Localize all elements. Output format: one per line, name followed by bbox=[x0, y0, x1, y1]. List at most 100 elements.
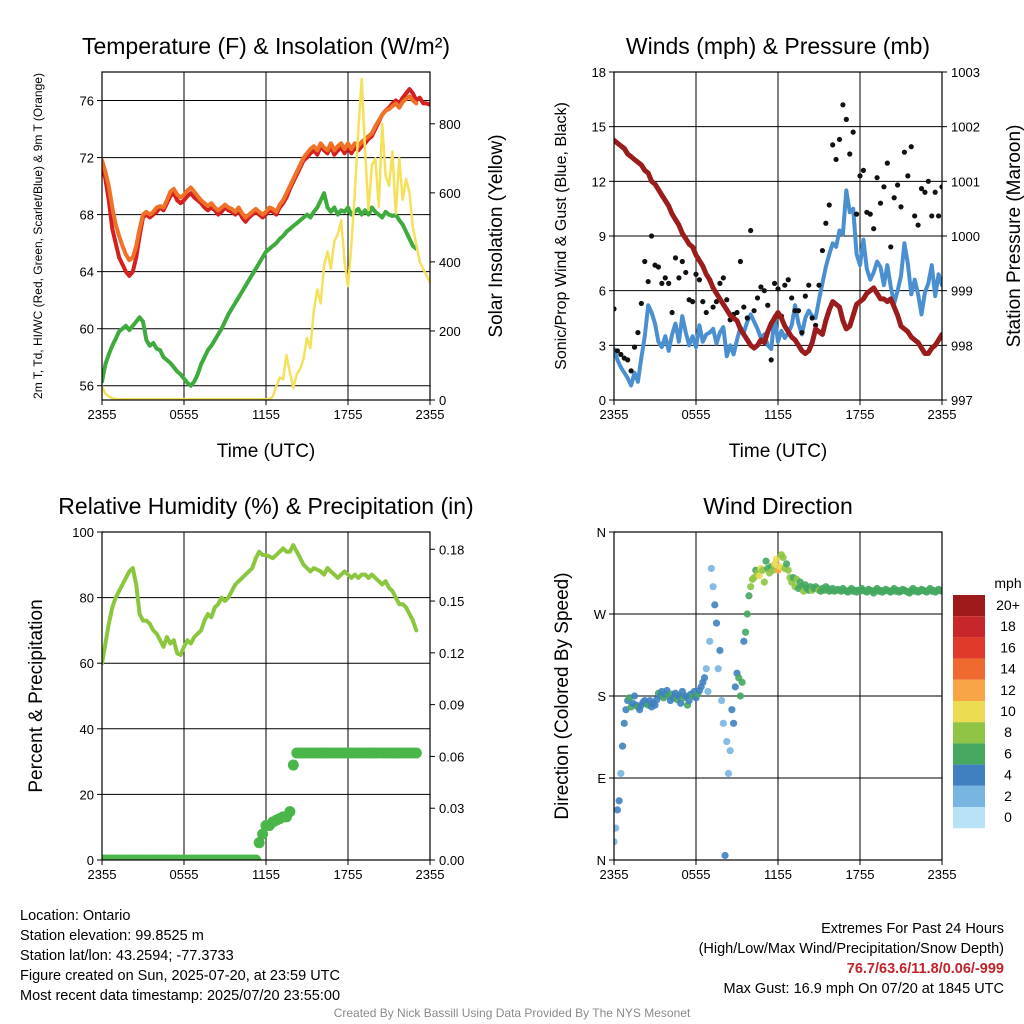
x-tick-label: 2355 bbox=[928, 867, 957, 882]
data-point bbox=[888, 244, 894, 250]
data-point bbox=[635, 329, 641, 336]
data-point bbox=[775, 286, 781, 292]
data-point bbox=[881, 184, 887, 190]
y-right-tick-label: 0.06 bbox=[439, 749, 464, 764]
series-line bbox=[102, 94, 419, 263]
data-point bbox=[625, 357, 631, 363]
y-tick-label: 18 bbox=[592, 65, 606, 80]
direction-point bbox=[731, 683, 739, 691]
direction-point bbox=[706, 637, 714, 645]
y-tick-label: W bbox=[594, 607, 607, 622]
y-right-tick-label: 0.00 bbox=[439, 853, 464, 868]
y-right-tick-label: 997 bbox=[951, 393, 973, 408]
max-gust-text: Max Gust: 16.9 mph On 07/20 at 1845 UTC bbox=[723, 981, 1004, 997]
direction-point bbox=[728, 706, 736, 714]
data-point bbox=[809, 315, 815, 321]
direction-point bbox=[772, 555, 780, 563]
data-point bbox=[284, 806, 296, 818]
data-point bbox=[628, 368, 634, 374]
data-point bbox=[935, 213, 942, 219]
data-point bbox=[676, 275, 682, 281]
data-point bbox=[751, 308, 757, 314]
y-tick-label: N bbox=[597, 853, 606, 868]
x-tick-label: 1155 bbox=[252, 867, 280, 882]
data-point bbox=[812, 322, 819, 328]
data-point bbox=[771, 280, 778, 286]
data-point bbox=[795, 308, 802, 314]
legend-swatch bbox=[953, 679, 985, 701]
data-point bbox=[748, 227, 754, 234]
data-point bbox=[741, 304, 747, 310]
direction-point bbox=[743, 610, 751, 618]
x-tick-label: 1155 bbox=[764, 867, 792, 882]
legend-swatch bbox=[953, 616, 985, 638]
station-info: Location: Ontario Station elevation: 99.… bbox=[20, 906, 340, 1006]
direction-point bbox=[712, 619, 721, 627]
y-tick-label: 72 bbox=[80, 151, 94, 166]
direction-point bbox=[707, 564, 715, 573]
data-point bbox=[891, 195, 897, 201]
data-point bbox=[840, 102, 846, 108]
chart-panel-0: 2355 0555 1155 1755 2355 56 60 64 68 72 76 0 200 400 6… bbox=[31, 33, 507, 462]
y-right-tick-label: 800 bbox=[439, 117, 461, 132]
recent-data-text: Most recent data timestamp: 2025/07/20 2… bbox=[20, 988, 341, 1004]
data-point bbox=[689, 299, 696, 305]
direction-point bbox=[614, 806, 622, 814]
y-tick-label: 40 bbox=[80, 722, 94, 737]
direction-point bbox=[726, 747, 734, 755]
y-tick-label: 60 bbox=[80, 322, 94, 337]
y-right-axis-label: Solar Insolation (Yellow) bbox=[486, 134, 507, 337]
direction-point bbox=[762, 557, 770, 565]
data-point bbox=[253, 837, 265, 849]
direction-point bbox=[714, 665, 722, 673]
legend-swatch bbox=[953, 722, 985, 744]
data-point bbox=[631, 344, 638, 350]
data-point bbox=[877, 200, 884, 206]
series-layer bbox=[102, 77, 430, 400]
extremes-title: Extremes For Past 24 Hours bbox=[821, 921, 1004, 937]
y-tick-label: 3 bbox=[599, 338, 606, 353]
y-axis-label: Sonic/Prop Wind & Gust (Blue, Black) bbox=[553, 102, 570, 370]
data-point bbox=[843, 116, 849, 122]
data-point bbox=[806, 282, 812, 288]
y-right-tick-label: 0 bbox=[439, 393, 446, 408]
data-point bbox=[871, 226, 877, 232]
data-point bbox=[761, 288, 767, 294]
data-point bbox=[410, 747, 422, 759]
extremes-info: Extremes For Past 24 Hours (High/Low/Max… bbox=[699, 919, 1004, 999]
credit-text: Created By Nick Bassill Using Data Provi… bbox=[333, 1006, 691, 1020]
legend-title: mph bbox=[994, 575, 1021, 591]
data-point bbox=[915, 222, 921, 228]
x-tick-label: 0555 bbox=[682, 867, 711, 882]
legend-label: 20+ bbox=[996, 597, 1020, 613]
data-point bbox=[785, 277, 791, 283]
data-point bbox=[867, 211, 873, 217]
data-point bbox=[765, 302, 771, 308]
legend-label: 2 bbox=[1004, 788, 1012, 804]
direction-point bbox=[716, 646, 724, 655]
data-point bbox=[799, 329, 805, 336]
chart-title: Temperature (F) & Insolation (W/m²) bbox=[82, 33, 450, 59]
y-axis-label: 2m T, Td, HI/WC (Red, Green, Scarlet/Blu… bbox=[31, 73, 45, 399]
x-tick-label: 1755 bbox=[846, 867, 875, 882]
y-tick-label: 9 bbox=[599, 229, 606, 244]
data-point bbox=[833, 156, 839, 163]
direction-point bbox=[724, 769, 733, 778]
chart-panel-2: 2355 0555 1155 1755 23550204060801000.000.03… bbox=[26, 493, 474, 882]
x-tick-label: 1755 bbox=[846, 407, 875, 422]
data-point bbox=[724, 297, 730, 303]
y-tick-label: 56 bbox=[80, 379, 94, 394]
direction-point bbox=[760, 578, 768, 586]
data-point bbox=[908, 144, 914, 150]
data-point bbox=[734, 309, 740, 316]
direction-point bbox=[718, 696, 726, 705]
series-layer bbox=[614, 551, 942, 860]
direction-point bbox=[719, 719, 727, 727]
data-point bbox=[662, 275, 668, 281]
extremes-values: 76.7/63.6/11.8/0.06/-999 bbox=[846, 961, 1004, 977]
data-point bbox=[618, 351, 624, 358]
data-point bbox=[929, 213, 935, 219]
x-tick-label: 1155 bbox=[764, 407, 792, 422]
data-point bbox=[860, 167, 867, 173]
